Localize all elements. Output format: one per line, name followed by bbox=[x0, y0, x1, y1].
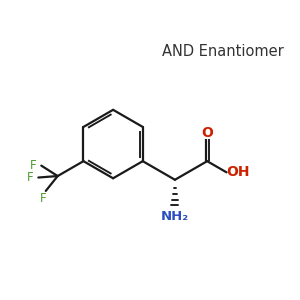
Text: OH: OH bbox=[226, 165, 250, 179]
Text: NH₂: NH₂ bbox=[161, 211, 189, 224]
Text: F: F bbox=[40, 192, 46, 205]
Text: F: F bbox=[30, 159, 36, 172]
Text: F: F bbox=[27, 171, 33, 184]
Text: O: O bbox=[201, 127, 213, 140]
Text: AND Enantiomer: AND Enantiomer bbox=[162, 44, 284, 59]
